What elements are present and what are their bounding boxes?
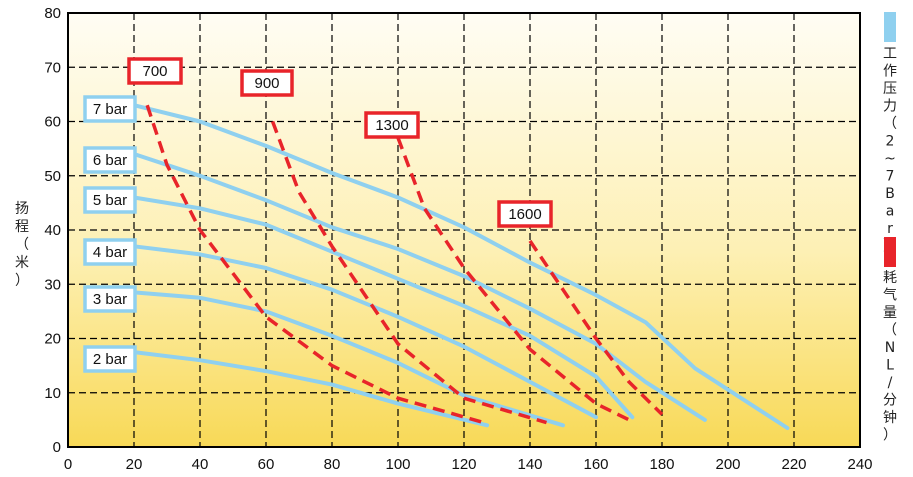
pressure-labels: 7 bar 6 bar 5 bar 4 bar 3 bar 2 bar bbox=[83, 95, 137, 373]
y-axis-label: 扬程 （ 米 ） bbox=[15, 201, 29, 289]
x-tick-label: 200 bbox=[715, 456, 740, 473]
svg-text:2: 2 bbox=[886, 134, 895, 150]
x-tick-label: 100 bbox=[385, 456, 410, 473]
x-tick-label: 20 bbox=[126, 456, 143, 473]
plot-frame bbox=[67, 12, 861, 448]
air-line-700 bbox=[145, 104, 485, 425]
y-tick-label: 20 bbox=[44, 331, 61, 348]
svg-text:耗: 耗 bbox=[883, 270, 897, 286]
pressure-line-3-bar bbox=[132, 290, 565, 428]
svg-text:）: ） bbox=[15, 273, 29, 289]
svg-text:N: N bbox=[885, 340, 895, 356]
pressure-label-text: 2 bar bbox=[93, 351, 127, 368]
x-axis-ticks: 0 20 40 60 80 100 120 140 160 180 200 220 240 bbox=[64, 456, 873, 473]
svg-text:力: 力 bbox=[883, 99, 897, 115]
x-tick-label: 120 bbox=[451, 456, 476, 473]
x-tick-label: 0 bbox=[64, 456, 72, 473]
pressure-line-7-bar bbox=[132, 103, 790, 430]
pressure-line-4-bar bbox=[132, 244, 598, 420]
x-tick-label: 160 bbox=[583, 456, 608, 473]
pressure-line-6-bar bbox=[132, 152, 707, 422]
svg-text:7: 7 bbox=[886, 169, 895, 185]
legend-air-label: 耗气量 （NL/ 分钟 ） bbox=[883, 270, 897, 444]
svg-text:钟: 钟 bbox=[883, 409, 897, 426]
pressure-label-text: 7 bar bbox=[93, 101, 127, 118]
svg-text:r: r bbox=[887, 221, 893, 237]
pressure-label-box: 5 bar bbox=[83, 186, 137, 214]
air-consumption-labels: 700 900 1300 1600 bbox=[127, 57, 553, 228]
pressure-label-text: 5 bar bbox=[93, 192, 127, 209]
air-consumption-lines bbox=[145, 104, 664, 425]
x-tick-label: 40 bbox=[192, 456, 209, 473]
svg-text:程: 程 bbox=[15, 219, 29, 235]
air-label-text: 1600 bbox=[508, 206, 541, 223]
svg-text:压: 压 bbox=[883, 81, 897, 97]
svg-text:扬: 扬 bbox=[15, 201, 29, 217]
air-line-1600 bbox=[528, 239, 664, 416]
pressure-line-5-bar bbox=[132, 195, 635, 420]
legend-pressure-swatch bbox=[884, 12, 896, 42]
air-line-900 bbox=[270, 120, 547, 425]
svg-text:a: a bbox=[886, 204, 895, 220]
pressure-label-box: 7 bar bbox=[83, 95, 137, 123]
svg-text:~: ~ bbox=[884, 151, 896, 167]
svg-text:）: ） bbox=[883, 428, 897, 444]
x-tick-label: 140 bbox=[517, 456, 542, 473]
y-tick-label: 70 bbox=[44, 59, 61, 76]
air-label-box: 1300 bbox=[364, 111, 420, 139]
air-label-text: 700 bbox=[142, 63, 167, 80]
air-label-box: 900 bbox=[240, 69, 294, 97]
svg-text:/: / bbox=[888, 375, 893, 391]
x-tick-label: 240 bbox=[847, 456, 872, 473]
air-label-text: 900 bbox=[254, 75, 279, 92]
air-label-box: 1600 bbox=[497, 200, 553, 228]
pressure-lines bbox=[132, 103, 790, 430]
y-tick-label: 60 bbox=[44, 114, 61, 131]
svg-text:米: 米 bbox=[15, 255, 29, 271]
y-tick-label: 0 bbox=[53, 439, 61, 456]
svg-text:B: B bbox=[885, 186, 895, 202]
x-tick-label: 60 bbox=[258, 456, 275, 473]
pressure-label-box: 3 bar bbox=[83, 285, 137, 313]
svg-text:作: 作 bbox=[883, 64, 897, 80]
y-tick-label: 10 bbox=[44, 385, 61, 402]
svg-text:（: （ bbox=[883, 116, 897, 132]
y-tick-label: 50 bbox=[44, 168, 61, 185]
pressure-label-text: 4 bar bbox=[93, 244, 127, 261]
x-tick-label: 80 bbox=[324, 456, 341, 473]
svg-text:L: L bbox=[886, 358, 894, 374]
svg-text:量: 量 bbox=[883, 305, 897, 321]
x-tick-label: 180 bbox=[649, 456, 674, 473]
y-tick-label: 80 bbox=[44, 5, 61, 22]
legend-air-swatch bbox=[884, 237, 896, 267]
pressure-label-box: 2 bar bbox=[83, 345, 137, 373]
air-label-box: 700 bbox=[127, 57, 183, 85]
y-axis-ticks: 0 10 20 30 40 50 60 70 80 bbox=[44, 5, 61, 456]
y-tick-label: 40 bbox=[44, 222, 61, 239]
y-tick-label: 30 bbox=[44, 276, 61, 293]
pressure-label-text: 6 bar bbox=[93, 152, 127, 169]
svg-text:（: （ bbox=[15, 237, 29, 253]
pressure-label-box: 4 bar bbox=[83, 238, 137, 266]
x-tick-label: 220 bbox=[781, 456, 806, 473]
grid bbox=[68, 13, 860, 447]
svg-text:分: 分 bbox=[883, 393, 897, 409]
svg-text:（: （ bbox=[883, 323, 897, 339]
air-line-1300 bbox=[396, 137, 630, 422]
pressure-label-box: 6 bar bbox=[83, 146, 137, 174]
svg-text:工: 工 bbox=[883, 46, 897, 62]
pressure-label-text: 3 bar bbox=[93, 291, 127, 308]
pressure-line-2-bar bbox=[132, 350, 490, 428]
air-label-text: 1300 bbox=[375, 117, 408, 134]
svg-text:气: 气 bbox=[883, 288, 897, 304]
